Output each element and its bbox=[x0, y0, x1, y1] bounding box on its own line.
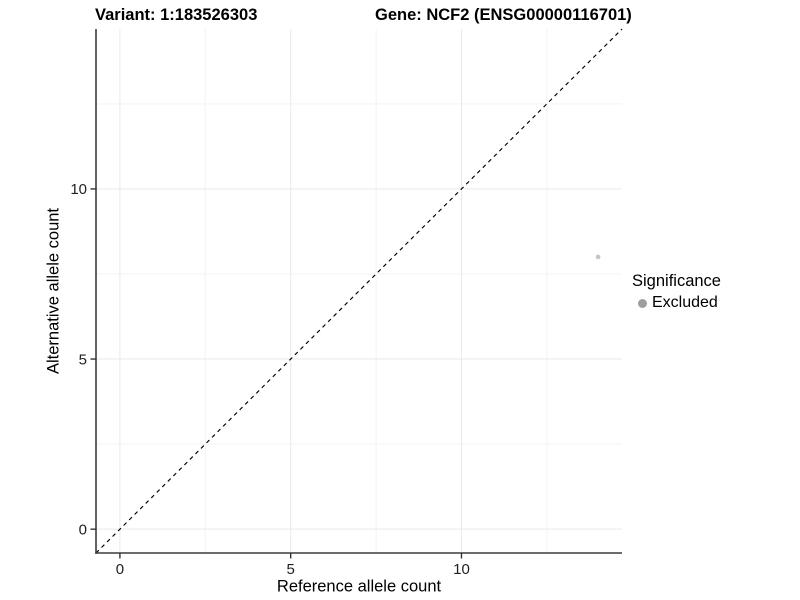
plot-title-gene: Gene: NCF2 (ENSG00000116701) bbox=[375, 6, 632, 24]
legend-title: Significance bbox=[632, 272, 721, 290]
legend-point-icon bbox=[638, 298, 647, 308]
x-tick-label: 10 bbox=[453, 561, 470, 578]
y-tick-label: 0 bbox=[79, 521, 87, 538]
y-tick-label: 10 bbox=[70, 181, 87, 198]
x-tick-label: 5 bbox=[287, 561, 295, 578]
x-axis-title: Reference allele count bbox=[276, 577, 442, 596]
legend: Significance Excluded bbox=[632, 272, 721, 312]
x-tick-label: 0 bbox=[116, 561, 124, 578]
legend-item-label: Excluded bbox=[652, 294, 718, 311]
identity-dashed-line bbox=[95, 28, 623, 554]
y-tick-label: 5 bbox=[79, 351, 87, 368]
legend-item-excluded: Excluded bbox=[632, 294, 721, 312]
data-point bbox=[595, 254, 601, 260]
y-axis-title: Alternative allele count bbox=[44, 207, 63, 375]
plot-title-variant: Variant: 1:183526303 bbox=[95, 6, 258, 24]
